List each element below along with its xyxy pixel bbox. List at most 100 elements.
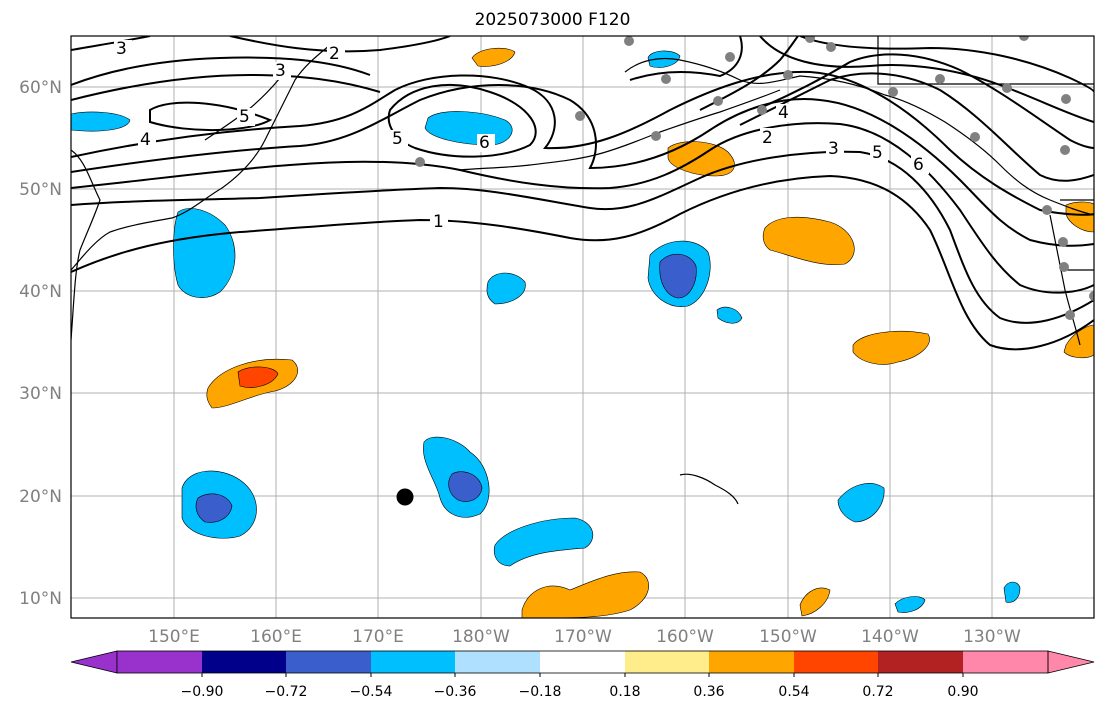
- latitude-axis: 60°N 50°N 40°N 30°N 20°N 10°N: [19, 78, 62, 609]
- latitude-label: 40°N: [19, 282, 62, 302]
- negative-anomaly-region: [71, 111, 131, 132]
- alaska-coastline: [624, 57, 1094, 216]
- contour-label: 6: [913, 155, 924, 175]
- station-marker: [725, 52, 735, 62]
- contour-label: 5: [872, 143, 883, 163]
- colorbar-extend-high: [1047, 650, 1095, 674]
- latitude-label: 20°N: [19, 487, 62, 507]
- colorbar-tick-label: 0.18: [609, 684, 640, 700]
- station-marker: [805, 36, 815, 43]
- negative-anomaly-core: [448, 471, 483, 502]
- contour-label: 5: [392, 129, 403, 149]
- longitude-label: 170°W: [554, 627, 612, 647]
- positive-anomaly-core: [237, 366, 279, 388]
- asia-coastline: [71, 149, 101, 341]
- negative-anomaly-region: [493, 517, 594, 567]
- latitude-label: 60°N: [19, 78, 62, 98]
- station-marker: [624, 36, 634, 46]
- longitude-axis: 150°E 160°E 170°E 180°W 170°W 160°W 150°…: [148, 627, 1021, 647]
- contour-label: 3: [828, 139, 839, 159]
- station-marker: [1060, 145, 1070, 155]
- colorbar-outline: [116, 650, 1049, 674]
- colorbar-extend-low: [70, 650, 118, 674]
- colorbar-segment: [963, 651, 1048, 673]
- positive-anomaly-region: [667, 141, 735, 177]
- station-marker: [826, 42, 836, 52]
- negative-anomaly-region: [173, 208, 236, 298]
- station-marker: [1019, 36, 1029, 41]
- contour-label: 4: [778, 103, 789, 123]
- canada-border: [877, 36, 1094, 85]
- colorbar-segment: [371, 651, 455, 673]
- hawaii-islands: [679, 473, 739, 505]
- contour-line: [629, 36, 743, 81]
- contour-label: 6: [479, 133, 490, 153]
- colorbar-tick-label: −0.90: [181, 684, 224, 700]
- contour-line: [71, 174, 1094, 351]
- contour-label: 1: [433, 212, 444, 232]
- colorbar-segment: [709, 651, 794, 673]
- longitude-label: 150°W: [759, 627, 817, 647]
- latitude-label: 50°N: [19, 180, 62, 200]
- contour-line: [71, 84, 1094, 247]
- contour-line: [699, 36, 799, 111]
- positive-anomaly-region: [471, 47, 516, 67]
- colorbar-tick-label: −0.18: [519, 684, 562, 700]
- contour-line: [71, 73, 381, 101]
- longitude-label: 130°W: [963, 627, 1021, 647]
- contour-label: 5: [239, 107, 250, 127]
- colorbar-segment: [878, 651, 963, 673]
- station-marker: [415, 157, 425, 167]
- north-america-coastline: [1049, 214, 1081, 346]
- station-marker: [888, 87, 898, 97]
- positive-anomaly-region: [1065, 201, 1094, 233]
- longitude-label: 140°W: [861, 627, 919, 647]
- longitude-label: 160°W: [656, 627, 714, 647]
- colorbar-segment: [202, 651, 286, 673]
- colorbar-tick-label: 0.54: [778, 684, 809, 700]
- longitude-label: 170°E: [352, 627, 404, 647]
- station-marker: [713, 96, 723, 106]
- shaded-anomalies: [71, 47, 1094, 618]
- contour-line: [229, 36, 451, 53]
- colorbar-tick-label: 0.72: [862, 684, 893, 700]
- contour-line: [759, 36, 1094, 123]
- colorbar: −0.90 −0.72 −0.54 −0.36 −0.18 0.18 0.36 …: [70, 650, 1095, 700]
- station-marker: [970, 132, 980, 142]
- station-marker: [783, 70, 793, 80]
- longitude-label: 180°W: [452, 627, 510, 647]
- colorbar-tick-label: −0.72: [265, 684, 308, 700]
- negative-anomaly-region: [716, 306, 743, 324]
- contour-line: [71, 36, 151, 51]
- negative-anomaly-region: [894, 596, 926, 613]
- positive-anomaly-region: [852, 330, 930, 365]
- positive-anomaly-region: [799, 587, 831, 617]
- positive-anomaly-region: [521, 571, 649, 618]
- colorbar-tick-label: 0.36: [693, 684, 724, 700]
- contour-label: 3: [116, 39, 127, 59]
- map-title: 2025073000 F120: [474, 10, 631, 30]
- latitude-label: 10°N: [19, 589, 62, 609]
- colorbar-tick-label: −0.54: [350, 684, 393, 700]
- station-marker: [757, 105, 767, 115]
- station-marker: [661, 74, 671, 84]
- colorbar-segment: [455, 651, 540, 673]
- contour-line: [759, 53, 1094, 149]
- map-border: [70, 35, 1095, 619]
- asia-coastline: [71, 44, 331, 271]
- station-markers: [415, 36, 1094, 320]
- contour-line: [799, 36, 1094, 93]
- contour-label: 2: [329, 44, 340, 64]
- center-marker: [396, 488, 414, 506]
- aleutian-chain: [459, 89, 781, 171]
- gridlines: [71, 36, 1094, 618]
- negative-anomaly-core: [195, 493, 233, 523]
- negative-anomaly-region: [1003, 581, 1021, 603]
- contour-label: 3: [275, 61, 286, 81]
- station-marker: [651, 131, 661, 141]
- colorbar-segment: [286, 651, 371, 673]
- colorbar-tick-label: 0.90: [947, 684, 978, 700]
- station-marker: [1065, 310, 1075, 320]
- station-marker: [1089, 291, 1094, 301]
